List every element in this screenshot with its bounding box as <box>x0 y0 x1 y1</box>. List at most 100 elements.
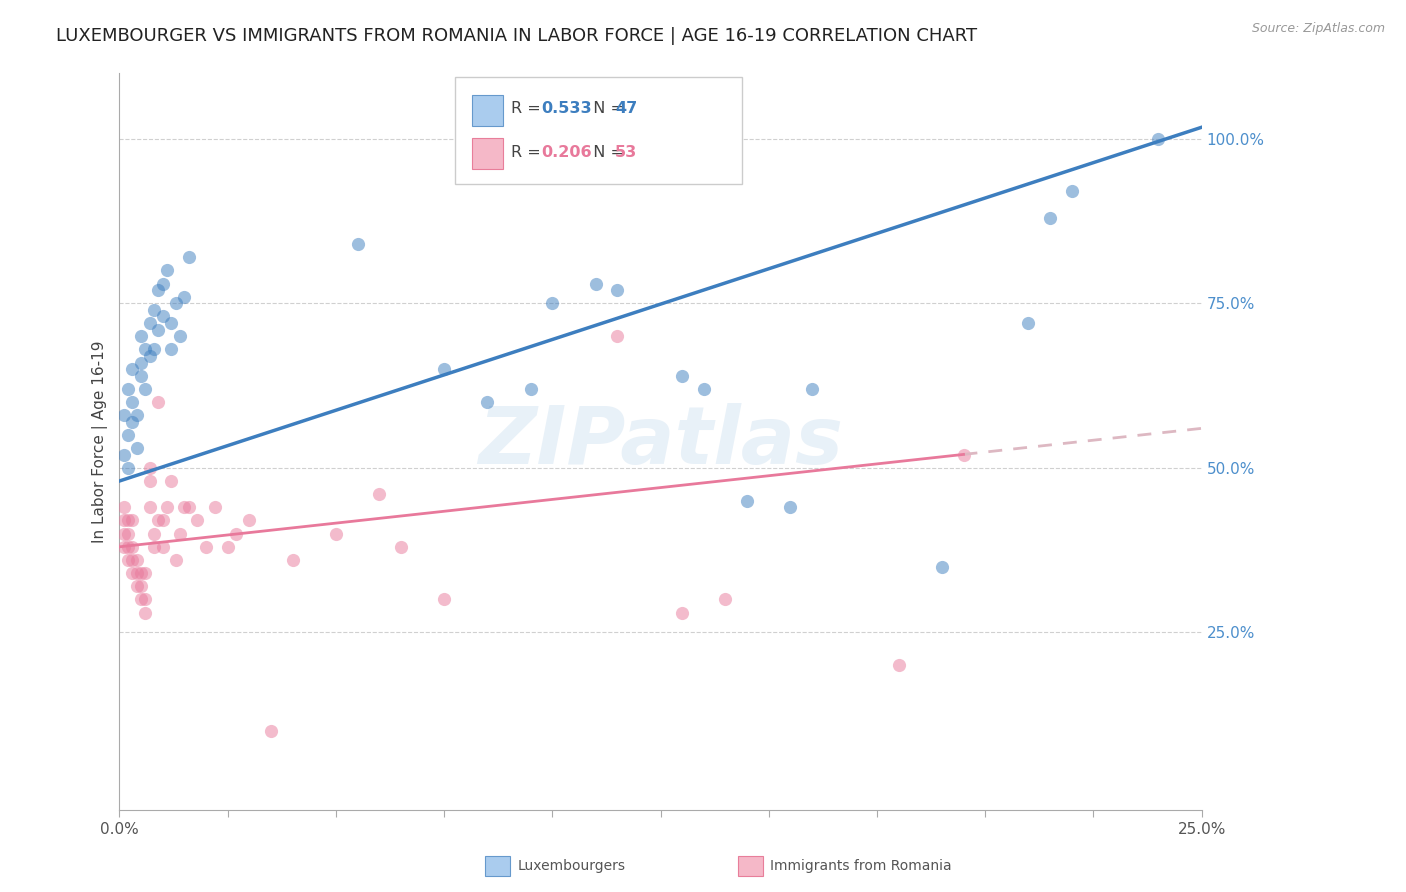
Point <box>139 474 162 488</box>
Point <box>156 263 179 277</box>
Text: LUXEMBOURGER VS IMMIGRANTS FROM ROMANIA IN LABOR FORCE | AGE 16-19 CORRELATION C: LUXEMBOURGER VS IMMIGRANTS FROM ROMANIA … <box>56 27 977 45</box>
Text: ZIPatlas: ZIPatlas <box>478 402 844 481</box>
Point <box>238 514 260 528</box>
Point <box>125 408 148 422</box>
Point <box>148 395 170 409</box>
Point <box>225 526 247 541</box>
Point <box>129 592 152 607</box>
Point <box>260 724 283 739</box>
Point <box>714 592 737 607</box>
Point <box>346 237 368 252</box>
Point <box>152 277 174 291</box>
Text: 0.533: 0.533 <box>541 101 592 116</box>
Point <box>129 368 152 383</box>
Point <box>160 474 183 488</box>
Point <box>735 493 758 508</box>
Point <box>112 500 135 515</box>
Point <box>143 302 166 317</box>
Point <box>169 526 191 541</box>
Point <box>217 540 239 554</box>
Point <box>125 579 148 593</box>
Point <box>134 566 156 581</box>
Point <box>160 343 183 357</box>
Point <box>165 296 187 310</box>
Point <box>433 592 456 607</box>
Point <box>143 526 166 541</box>
Point <box>1039 211 1062 225</box>
Point <box>112 448 135 462</box>
Point <box>433 362 456 376</box>
Point <box>121 362 143 376</box>
Point <box>112 540 135 554</box>
Point <box>125 441 148 455</box>
Text: N =: N = <box>582 145 628 160</box>
Point <box>117 460 139 475</box>
Point <box>121 566 143 581</box>
Point <box>117 540 139 554</box>
Point <box>134 606 156 620</box>
Point <box>177 500 200 515</box>
FancyBboxPatch shape <box>472 138 502 169</box>
Point <box>117 428 139 442</box>
Point <box>121 540 143 554</box>
Point <box>368 487 391 501</box>
Point <box>160 316 183 330</box>
Point <box>887 658 910 673</box>
Point <box>173 500 195 515</box>
Point <box>1147 132 1170 146</box>
Point <box>148 323 170 337</box>
Point <box>139 460 162 475</box>
Point <box>134 592 156 607</box>
Point <box>693 382 716 396</box>
Point <box>606 283 628 297</box>
Point <box>134 343 156 357</box>
Point <box>148 514 170 528</box>
Point <box>156 500 179 515</box>
Point <box>117 514 139 528</box>
Point <box>139 500 162 515</box>
Point <box>125 566 148 581</box>
Point <box>129 579 152 593</box>
Point <box>129 355 152 369</box>
Point <box>121 415 143 429</box>
Point <box>134 382 156 396</box>
Point <box>152 514 174 528</box>
FancyBboxPatch shape <box>456 77 742 184</box>
Point <box>1017 316 1039 330</box>
Text: Immigrants from Romania: Immigrants from Romania <box>770 859 952 873</box>
Point <box>177 250 200 264</box>
Point <box>173 290 195 304</box>
Point <box>148 283 170 297</box>
Point <box>129 329 152 343</box>
FancyBboxPatch shape <box>472 95 502 126</box>
Point <box>281 553 304 567</box>
Point <box>779 500 801 515</box>
Point <box>112 514 135 528</box>
Text: 47: 47 <box>614 101 637 116</box>
Text: 0.206: 0.206 <box>541 145 592 160</box>
Text: Luxembourgers: Luxembourgers <box>517 859 626 873</box>
Point <box>152 540 174 554</box>
Point <box>671 368 693 383</box>
Point <box>143 540 166 554</box>
Point <box>477 395 499 409</box>
Point <box>112 526 135 541</box>
Point <box>1060 185 1083 199</box>
Y-axis label: In Labor Force | Age 16-19: In Labor Force | Age 16-19 <box>93 340 108 542</box>
Text: R =: R = <box>512 145 546 160</box>
Point <box>117 526 139 541</box>
Text: R =: R = <box>512 101 546 116</box>
Point <box>143 343 166 357</box>
Point <box>129 566 152 581</box>
Point <box>169 329 191 343</box>
Point <box>389 540 412 554</box>
Point <box>801 382 824 396</box>
Point <box>541 296 564 310</box>
Point <box>117 382 139 396</box>
Point <box>121 395 143 409</box>
Text: N =: N = <box>582 101 628 116</box>
Point <box>152 310 174 324</box>
Point <box>121 514 143 528</box>
Point <box>204 500 226 515</box>
Text: Source: ZipAtlas.com: Source: ZipAtlas.com <box>1251 22 1385 36</box>
